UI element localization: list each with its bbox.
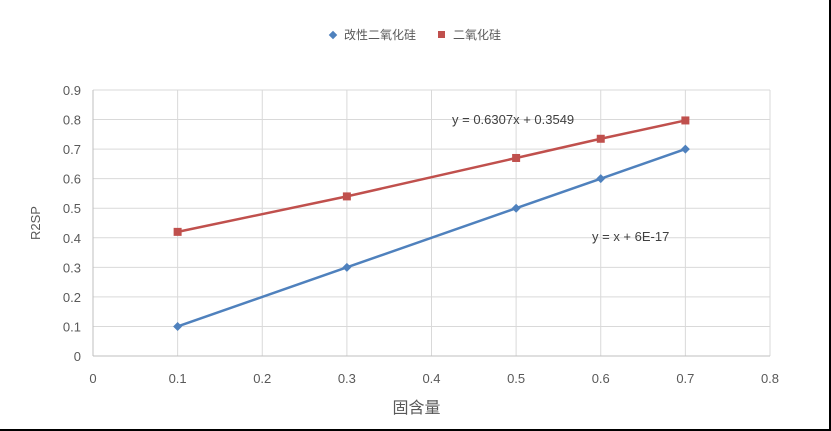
- y-tick-label-3: 0.3: [63, 260, 81, 275]
- axis-lines: [92, 90, 770, 357]
- data-point-series-2-0: [173, 227, 182, 236]
- trendline-equation-series-1: y = x + 6E-17: [592, 229, 669, 244]
- x-axis-title: 固含量: [392, 398, 440, 417]
- x-tick-label-3: 0.3: [338, 371, 356, 386]
- data-point-series-2-2: [512, 153, 521, 162]
- legend-marker-square: [438, 31, 445, 38]
- x-tick-label-7: 0.7: [676, 371, 694, 386]
- trendline-equation-series-2: y = 0.6307x + 0.3549: [452, 112, 574, 127]
- data-point-series-1-0: [173, 321, 183, 331]
- x-tick-label-0: 0: [89, 371, 96, 386]
- y-tick-label-9: 0.9: [63, 83, 81, 98]
- y-tick-label-1: 0.1: [63, 319, 81, 334]
- data-point-series-2-4: [681, 116, 690, 125]
- series-markers: [173, 116, 690, 331]
- x-tick-label-5: 0.5: [507, 371, 525, 386]
- data-point-series-2-3: [596, 134, 605, 143]
- y-axis-title: R2SP: [28, 206, 43, 240]
- x-tick-label-4: 0.4: [422, 371, 440, 386]
- frame-border-bottom: [0, 429, 831, 431]
- x-tick-labels: 0 0.1 0.2 0.3 0.4 0.5 0.6 0.7 0.8: [89, 371, 779, 386]
- chart-legend: 改性二氧化硅 二氧化硅: [0, 26, 831, 43]
- grid-lines: [93, 89, 771, 357]
- data-point-series-2-1: [342, 192, 351, 201]
- x-tick-label-8: 0.8: [761, 371, 779, 386]
- y-tick-label-6: 0.6: [63, 172, 81, 187]
- legend-label-series-1: 改性二氧化硅: [343, 28, 416, 42]
- legend-label-series-2: 二氧化硅: [453, 28, 502, 42]
- y-tick-label-5: 0.5: [63, 201, 81, 216]
- y-tick-labels: 0 0.1 0.2 0.3 0.4 0.5 0.6 0.7 0.8 0.9: [63, 83, 81, 364]
- y-tick-label-4: 0.4: [63, 231, 81, 246]
- x-tick-label-2: 0.2: [253, 371, 271, 386]
- y-tick-label-7: 0.7: [63, 142, 81, 157]
- y-tick-label-0: 0: [74, 349, 81, 364]
- y-tick-label-8: 0.8: [63, 113, 81, 128]
- data-point-series-1-1: [342, 262, 352, 272]
- frame-border-right: [829, 0, 831, 431]
- y-tick-label-2: 0.2: [63, 290, 81, 305]
- data-point-series-1-2: [511, 203, 521, 213]
- x-tick-label-1: 0.1: [169, 371, 187, 386]
- data-point-series-1-3: [596, 174, 606, 184]
- data-point-series-1-4: [680, 144, 690, 154]
- x-tick-label-6: 0.6: [592, 371, 610, 386]
- legend-item-series-1: 改性二氧化硅: [328, 26, 416, 43]
- legend-item-series-2: 二氧化硅: [438, 26, 501, 43]
